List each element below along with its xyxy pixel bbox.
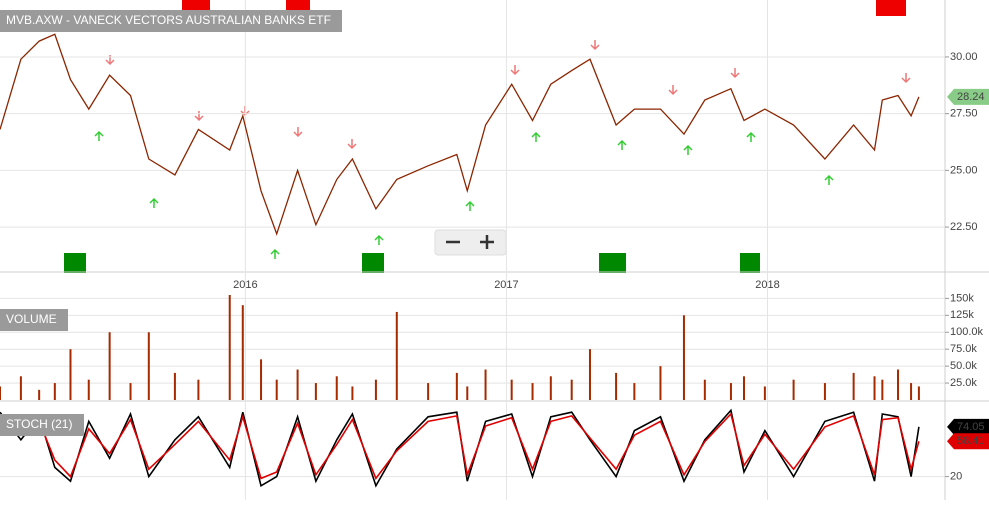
volume-bar xyxy=(69,349,72,400)
last-value-tag: 74.05 xyxy=(947,418,989,435)
volume-bar xyxy=(374,379,377,400)
panel-title: STOCH (21) xyxy=(6,417,72,431)
volume-bar xyxy=(615,372,618,400)
volume-bar xyxy=(395,311,398,400)
volume-bar xyxy=(296,369,299,400)
volume-bar xyxy=(852,372,855,400)
marker xyxy=(599,253,626,273)
volume-bar xyxy=(897,369,900,400)
y-tick-label: 22.50 xyxy=(950,221,978,233)
volume-bar xyxy=(873,376,876,400)
volume-bar xyxy=(38,389,41,400)
y-tick-label: 25.0k xyxy=(950,377,977,389)
volume-bar xyxy=(108,332,111,400)
y-tick-label: 100.0k xyxy=(950,326,984,338)
volume-bar xyxy=(510,379,513,400)
y-tick-label: 25.00 xyxy=(950,164,978,176)
y-tick-label: 75.0k xyxy=(950,343,977,355)
volume-bar xyxy=(53,383,56,400)
marker xyxy=(876,0,906,16)
last-value-tag: 28.24 xyxy=(947,88,989,105)
volume-bar xyxy=(633,383,636,400)
volume-bar xyxy=(228,295,231,400)
volume-bar xyxy=(881,379,884,400)
volume-bar xyxy=(275,379,278,400)
y-tick-label: 30.00 xyxy=(950,51,978,63)
volume-bar xyxy=(682,315,685,400)
volume-bar xyxy=(549,376,552,400)
panel-title: MVB.AXW - VANECK VECTORS AUSTRALIAN BANK… xyxy=(6,13,331,27)
volume-bar xyxy=(466,386,469,400)
volume-bar xyxy=(147,332,150,400)
volume-bar xyxy=(197,379,200,400)
y-tick-label: 125k xyxy=(950,309,974,321)
volume-bar xyxy=(484,369,487,400)
volume-bar xyxy=(173,372,176,400)
volume-bar xyxy=(823,383,826,400)
volume-bar xyxy=(241,305,244,400)
marker xyxy=(286,0,310,12)
volume-bar xyxy=(763,386,766,400)
last-value-label: 74.05 xyxy=(957,421,985,433)
tag-shape xyxy=(947,418,989,435)
panel-title: VOLUME xyxy=(6,312,57,326)
volume-bar xyxy=(427,383,430,400)
plot-layer xyxy=(0,33,945,488)
marker xyxy=(64,253,86,273)
x-tick-label: 2017 xyxy=(494,279,518,291)
volume-bar xyxy=(659,366,662,400)
panel-header xyxy=(0,10,342,32)
volume-bar xyxy=(351,386,354,400)
y-tick-label: 20 xyxy=(950,471,962,483)
volume-bar xyxy=(917,386,920,400)
volume-bar xyxy=(0,386,1,400)
last-value-label: 58.41 xyxy=(957,435,985,447)
series-line xyxy=(0,412,920,481)
volume-bar xyxy=(588,349,591,400)
y-tick-label: 150k xyxy=(950,292,974,304)
volume-bar xyxy=(335,376,338,400)
x-tick-label: 2018 xyxy=(755,279,779,291)
volume-bar xyxy=(729,383,732,400)
volume-bar xyxy=(87,379,90,400)
volume-bar xyxy=(910,383,913,400)
marker xyxy=(362,253,384,273)
tag-shape xyxy=(947,433,989,450)
marker xyxy=(740,253,760,273)
volume-bar xyxy=(260,359,263,400)
panel-header xyxy=(0,309,68,331)
tag-shape xyxy=(947,88,989,105)
volume-bar xyxy=(314,383,317,400)
volume-bar xyxy=(455,372,458,400)
volume-bar xyxy=(742,376,745,400)
volume-bar xyxy=(792,379,795,400)
volume-bar xyxy=(703,379,706,400)
y-tick-label: 50.0k xyxy=(950,360,977,372)
y-tick-label: 27.50 xyxy=(950,108,978,120)
volume-bar xyxy=(531,383,534,400)
volume-bar xyxy=(129,383,132,400)
zoom-control[interactable] xyxy=(434,229,507,256)
volume-bar xyxy=(570,379,573,400)
last-value-tag: 58.41 xyxy=(947,433,989,450)
last-value-label: 28.24 xyxy=(957,91,985,103)
panel-header xyxy=(0,414,84,436)
x-tick-label: 2016 xyxy=(233,279,257,291)
volume-bar xyxy=(19,376,22,400)
series-line xyxy=(0,33,920,236)
